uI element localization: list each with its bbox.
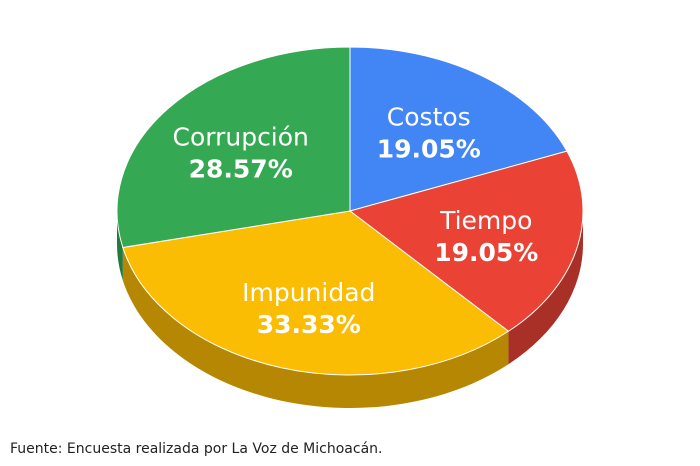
slice-label-tiempo: Tiempo [439,206,532,235]
pie-labels: Costos 19.05% Tiempo 19.05% Impunidad 33.33% C… [172,103,538,339]
slice-label-impunidad: Impunidad [242,278,375,307]
pie-sides [117,211,583,408]
pie-side-corrupcion [117,211,123,281]
pie-side-impunidad [122,247,509,408]
slice-label-costos: Costos [387,103,471,132]
slice-value-corrupcion: 28.57% [189,155,293,184]
slice-value-costos: 19.05% [377,135,481,164]
pie-slice-tiempo [348,150,584,332]
pie-slices [116,46,584,376]
slice-label-corrupcion: Corrupción [172,123,308,152]
slice-value-tiempo: 19.05% [434,238,538,267]
pie-slice-corrupcion [116,46,351,249]
pie-slice-costos [349,46,568,212]
slice-value-impunidad: 33.33% [257,310,361,339]
pie-side-tiempo [508,211,583,365]
source-note: Fuente: Encuesta realizada por La Voz de… [10,441,383,457]
pie-slice-impunidad [122,210,510,376]
